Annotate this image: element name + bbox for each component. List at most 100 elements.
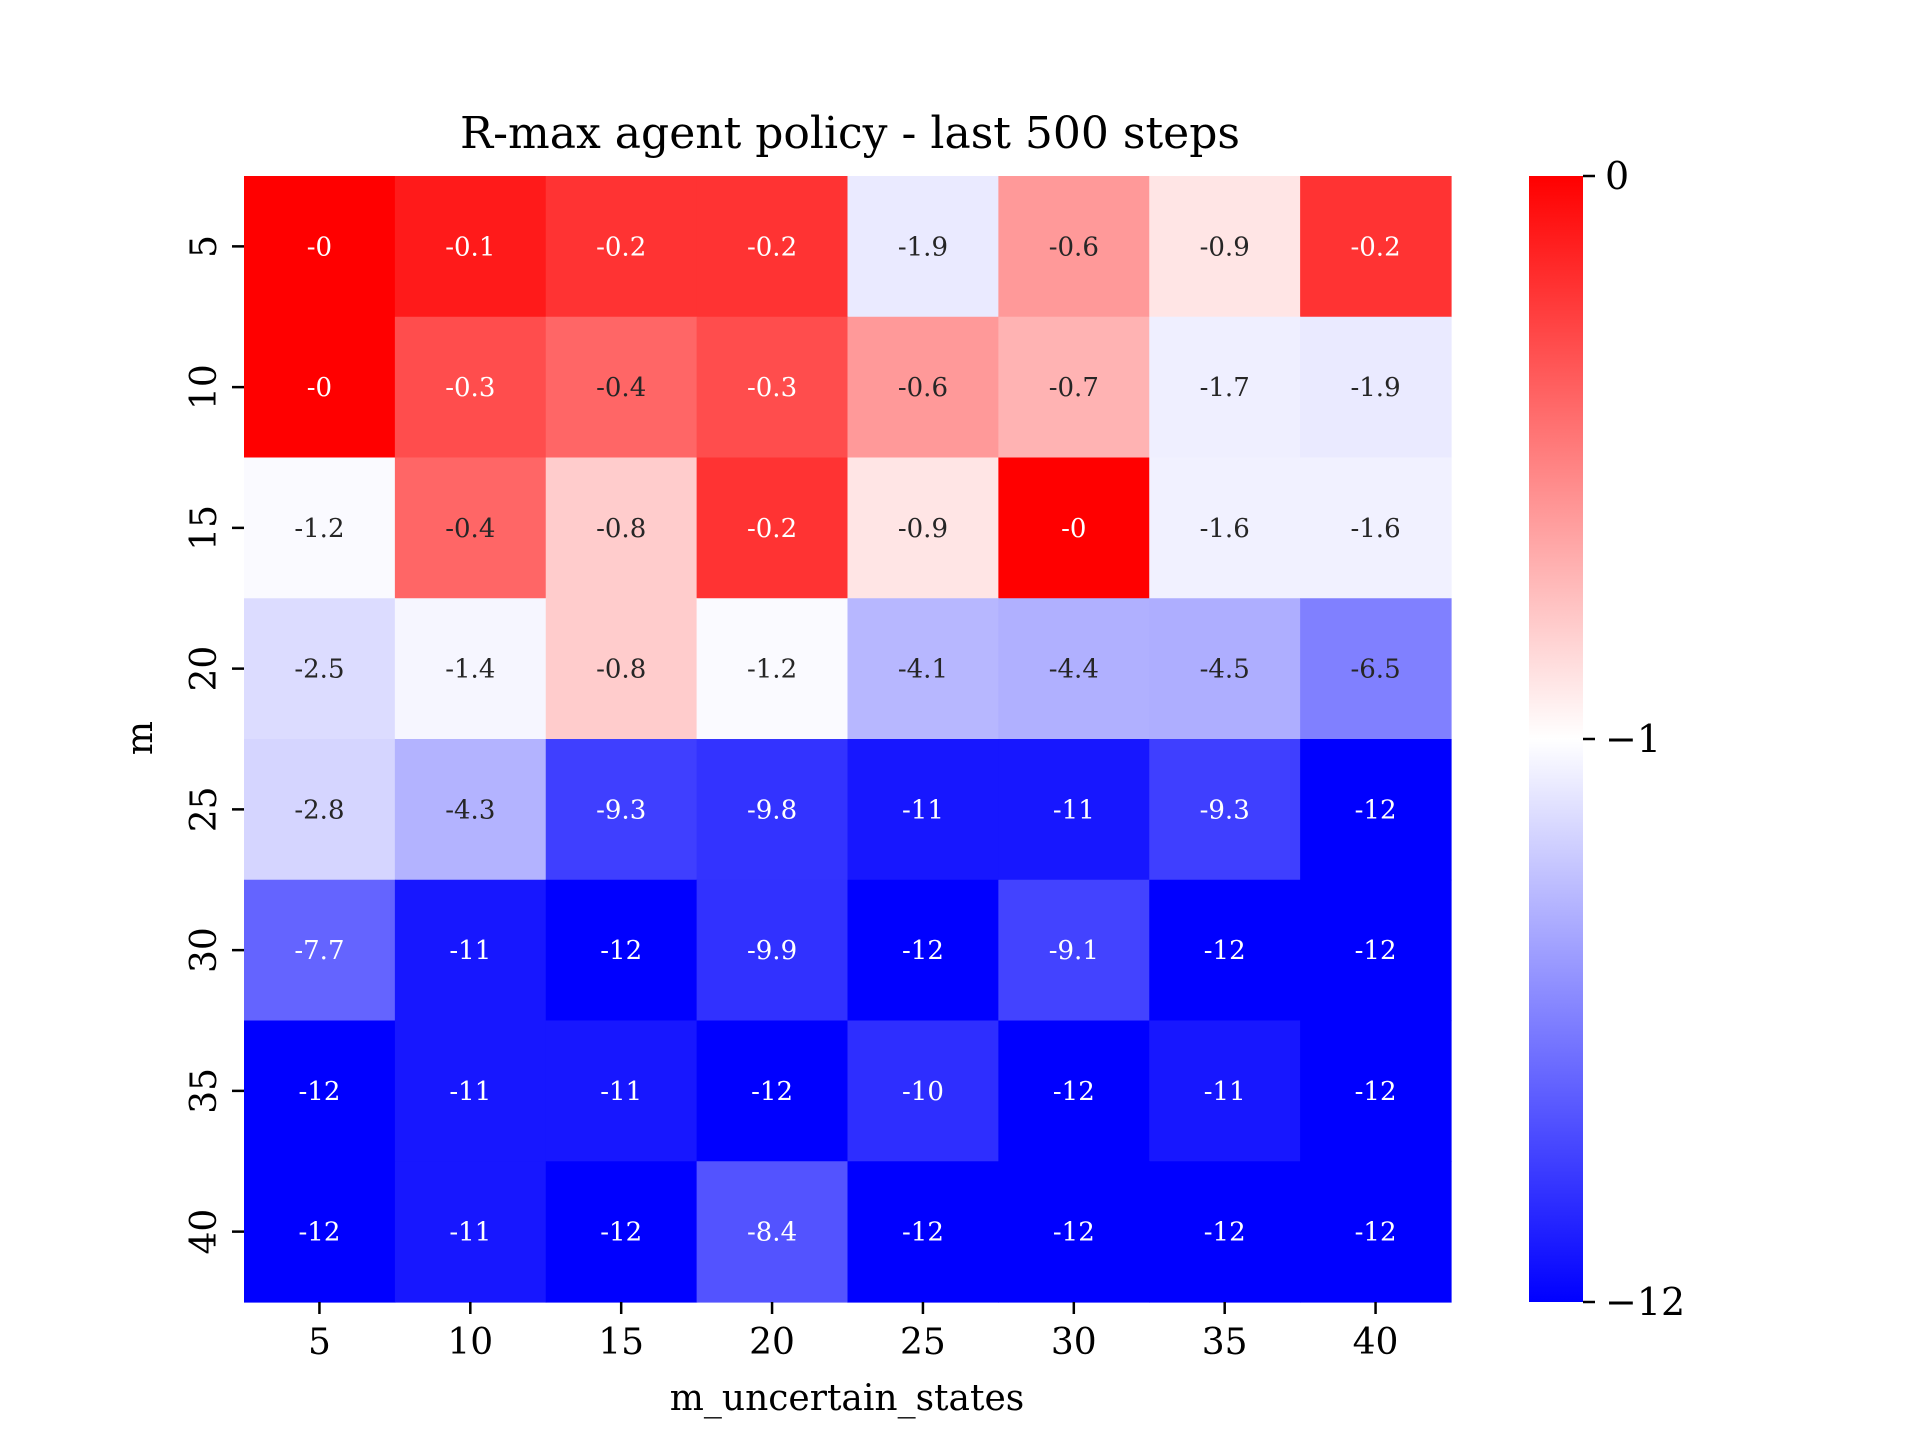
heatmap-cell xyxy=(696,1161,849,1303)
heatmap-cell xyxy=(394,598,547,740)
cell-value-label: -9.9 xyxy=(747,936,797,966)
cell-value-label: -12 xyxy=(902,1218,944,1248)
x-tick-label: 15 xyxy=(598,1322,644,1363)
y-tick-label: 25 xyxy=(184,786,225,832)
cell-value-label: -4.1 xyxy=(898,655,948,685)
cell-value-label: -2.5 xyxy=(294,655,344,685)
heatmap-cell xyxy=(1149,176,1301,318)
cell-value-label: -4.4 xyxy=(1049,655,1099,685)
cell-value-label: -0 xyxy=(1061,514,1086,544)
cell-value-label: -12 xyxy=(1053,1218,1095,1248)
heatmap-cell xyxy=(998,739,1150,881)
cell-value-label: -4.5 xyxy=(1200,655,1250,685)
heatmap-cell xyxy=(998,457,1150,599)
y-axis-ticks: 5 10 15 20 25 30 35 40 xyxy=(184,235,244,1255)
cell-value-label: -1.9 xyxy=(1350,373,1400,403)
heatmap-cell xyxy=(998,598,1150,740)
heatmap-cell xyxy=(1149,739,1301,881)
cell-value-label: -12 xyxy=(600,1218,642,1248)
heatmap-cell xyxy=(1300,176,1452,318)
cell-value-label: -0 xyxy=(307,373,332,403)
heatmap-cell xyxy=(1149,1161,1301,1303)
colorbar-ticks: 0 −1 −12 xyxy=(1583,154,1685,1324)
cell-value-label: -12 xyxy=(600,936,642,966)
cell-value-label: -0.6 xyxy=(1049,232,1099,262)
cell-value-label: -11 xyxy=(1204,1077,1246,1107)
cell-value-label: -0.9 xyxy=(898,514,948,544)
heatmap-cell xyxy=(244,316,396,459)
heatmap-cell xyxy=(847,879,999,1022)
cell-value-label: -1.4 xyxy=(445,655,495,685)
cell-value-label: -0.2 xyxy=(1350,232,1400,262)
heatmap-cell xyxy=(998,1161,1150,1303)
heatmap-cell xyxy=(545,316,698,459)
cell-value-label: -11 xyxy=(1053,795,1095,825)
x-axis-ticks: 5 10 15 20 25 30 35 40 xyxy=(308,1302,1398,1363)
cell-value-label: -1.2 xyxy=(294,514,344,544)
x-tick-label: 35 xyxy=(1202,1322,1248,1363)
heatmap-cell xyxy=(244,598,396,740)
y-tick-label: 5 xyxy=(184,235,225,258)
cell-value-label: -8.4 xyxy=(747,1218,797,1248)
heatmap-cell xyxy=(847,1161,999,1303)
heatmap-cell xyxy=(847,598,999,740)
cell-value-label: -0.2 xyxy=(596,232,646,262)
cell-value-label: -11 xyxy=(449,936,491,966)
cell-value-label: -11 xyxy=(902,795,944,825)
heatmap-cell xyxy=(998,879,1150,1022)
cell-value-label: -10 xyxy=(902,1077,944,1107)
colorbar-tick-label: −12 xyxy=(1605,1280,1685,1324)
y-tick-label: 10 xyxy=(184,364,225,410)
cell-value-label: -0.3 xyxy=(747,373,797,403)
x-tick-label: 10 xyxy=(447,1322,493,1363)
heatmap-cell xyxy=(1300,1020,1452,1162)
cell-value-label: -12 xyxy=(1355,1077,1397,1107)
cell-value-label: -12 xyxy=(1204,1218,1246,1248)
heatmap-cell xyxy=(244,176,396,318)
heatmap-cell xyxy=(696,1020,849,1162)
cell-value-label: -0.9 xyxy=(1200,232,1250,262)
cell-value-label: -1.2 xyxy=(747,655,797,685)
heatmap-cell xyxy=(394,176,547,318)
cell-value-label: -12 xyxy=(1355,795,1397,825)
cell-value-label: -9.3 xyxy=(1200,795,1250,825)
cell-value-label: -0.4 xyxy=(445,514,495,544)
y-tick-label: 15 xyxy=(184,505,225,551)
cell-value-label: -6.5 xyxy=(1350,655,1400,685)
cell-value-label: -1.6 xyxy=(1200,514,1250,544)
y-axis-label: m xyxy=(120,721,161,755)
cell-value-label: -11 xyxy=(449,1218,491,1248)
cell-value-label: -1.9 xyxy=(898,232,948,262)
heatmap-cell xyxy=(696,739,849,881)
heatmap-cell xyxy=(394,1161,547,1303)
cell-value-label: -0 xyxy=(307,232,332,262)
heatmap-cell xyxy=(696,176,849,318)
heatmap-cell xyxy=(847,1020,999,1162)
cell-value-label: -0.1 xyxy=(445,232,495,262)
heatmap-cell xyxy=(244,879,396,1022)
cell-value-label: -12 xyxy=(1053,1077,1095,1107)
cell-value-label: -12 xyxy=(1355,936,1397,966)
heatmap-cell xyxy=(545,1161,698,1303)
heatmap-cell xyxy=(394,457,547,599)
heatmap-cell xyxy=(1300,457,1452,599)
heatmap-cell xyxy=(1149,598,1301,740)
y-tick-label: 35 xyxy=(184,1068,225,1114)
cell-value-label: -9.8 xyxy=(747,795,797,825)
cell-value-label: -0.8 xyxy=(596,514,646,544)
heatmap-cell xyxy=(545,598,698,740)
heatmap-cell xyxy=(244,739,396,881)
x-tick-label: 20 xyxy=(749,1322,795,1363)
heatmap-cell xyxy=(545,1020,698,1162)
cell-value-label: -11 xyxy=(600,1077,642,1107)
cell-value-label: -0.8 xyxy=(596,655,646,685)
cell-value-label: -0.2 xyxy=(747,514,797,544)
cell-value-label: -9.3 xyxy=(596,795,646,825)
heatmap-cell xyxy=(696,598,849,740)
x-tick-label: 5 xyxy=(308,1322,331,1363)
heatmap-cell xyxy=(998,176,1150,318)
cell-value-label: -0.2 xyxy=(747,232,797,262)
cell-value-label: -12 xyxy=(1355,1218,1397,1248)
heatmap-cell xyxy=(394,316,547,459)
heatmap-cell xyxy=(545,457,698,599)
